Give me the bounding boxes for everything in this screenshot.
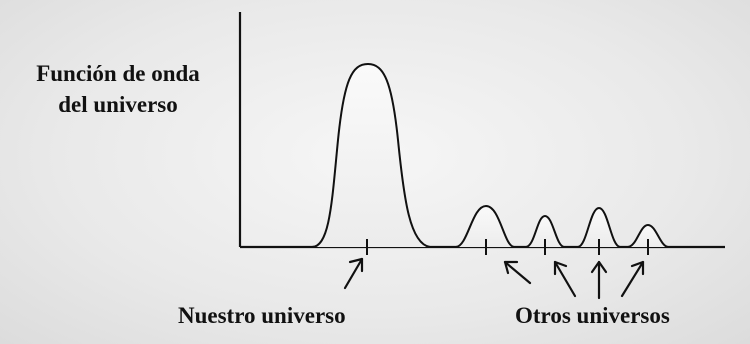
- arrow-other-2: [553, 260, 577, 298]
- other-universes-label: Otros universos: [515, 303, 670, 328]
- other-universe-peak-2: [525, 214, 565, 248]
- y-axis-label: Función de onda del universo: [18, 58, 218, 120]
- our-universe-peak: [311, 62, 431, 248]
- arrow-our-universe: [343, 257, 364, 290]
- y-axis-label-line1: Función de onda: [36, 61, 200, 86]
- our-universe-label: Nuestro universo: [178, 303, 346, 328]
- other-universe-peak-4: [627, 223, 669, 248]
- other-universe-peak-1: [455, 204, 515, 248]
- other-universe-peak-3: [577, 206, 621, 248]
- arrow-other-4: [620, 260, 645, 298]
- arrow-other-1: [503, 260, 532, 285]
- arrow-other-3: [590, 260, 608, 300]
- y-axis-label-line2: del universo: [58, 92, 178, 117]
